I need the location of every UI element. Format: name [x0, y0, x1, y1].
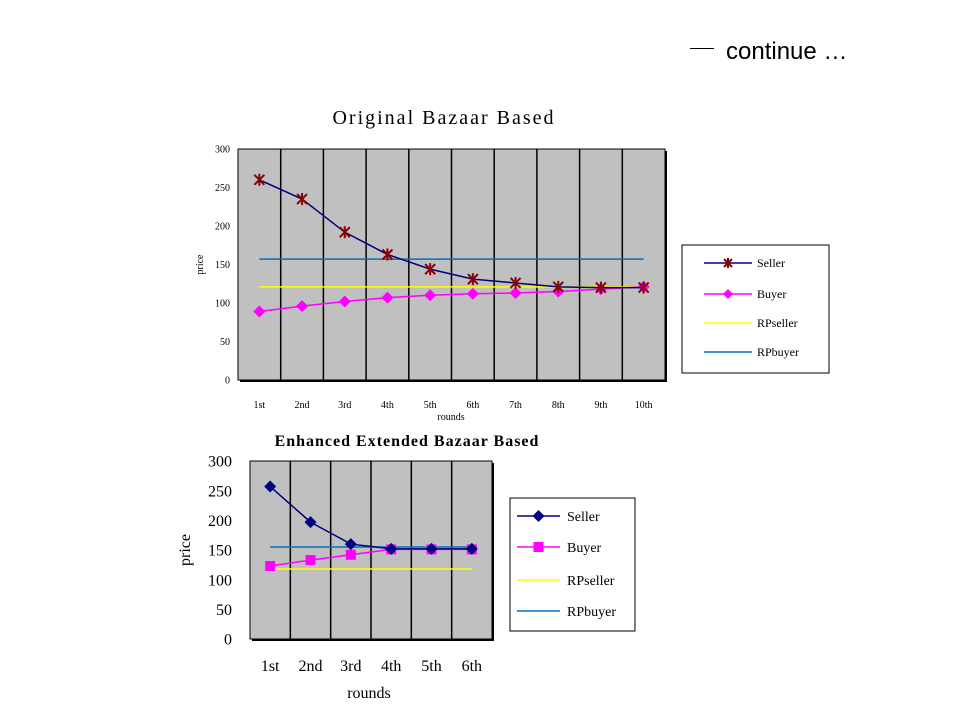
chart1-ytick-label: 50	[220, 337, 230, 348]
chart2-ytick-label: 50	[216, 602, 232, 619]
chart2-ytick-label: 100	[208, 572, 232, 589]
chart2-ytick-label: 200	[208, 513, 232, 530]
chart1-series-seller-point	[552, 280, 564, 293]
chart2-series-buyer-point	[345, 549, 356, 560]
chart2-ytick-label: 250	[208, 483, 232, 500]
chart2-ytick-label: 0	[224, 632, 232, 649]
chart1-legend-rpbuyer-label: RPbuyer	[757, 345, 799, 359]
chart1-ytick-label: 0	[225, 376, 230, 387]
chart2-series-buyer-point	[265, 561, 276, 572]
chart1-legend-seller-label: Seller	[757, 256, 785, 270]
chart2-xtick-label: 1st	[261, 658, 280, 675]
chart1-series-buyer-line	[259, 286, 644, 313]
chart2-series-seller-point	[264, 480, 277, 493]
chart2-legend-buyer-marker	[533, 542, 544, 552]
chart1-legend-box	[681, 244, 830, 374]
chart2-legend-rpbuyer-label: RPbuyer	[567, 605, 616, 620]
chart1-xtick-label: 1st	[254, 400, 266, 411]
chart2-xtick-label: 2nd	[299, 658, 323, 675]
chart2-ylabel: price	[177, 534, 194, 566]
chart2-series-buyer-point	[305, 555, 316, 566]
chart1-series-buyer-point	[509, 286, 522, 299]
chart1-ytick-label: 150	[215, 260, 230, 271]
chart2-series-seller-line	[269, 485, 472, 550]
chart1-xtick-label: 5th	[424, 400, 437, 411]
chart2-ytick-label: 150	[208, 543, 232, 560]
chart1-series-buyer-point	[424, 289, 437, 302]
chart2-xlabel: rounds	[347, 685, 391, 702]
chart2-xtick-label: 3rd	[340, 658, 361, 675]
chart1-series-seller-point	[339, 226, 351, 239]
chart1-series-seller-point	[381, 248, 394, 261]
chart2-xtick-label: 6th	[462, 658, 482, 675]
chart2-xtick-label: 4th	[381, 658, 401, 675]
chart1-series-seller-point	[595, 281, 607, 294]
chart1-series-seller-point	[253, 173, 266, 186]
chart1-legend-rpseller-label: RPseller	[757, 316, 798, 330]
chart1-xtick-label: 9th	[595, 400, 608, 411]
slide-header: continue …	[690, 38, 847, 66]
chart1-xtick-label: 8th	[552, 400, 565, 411]
chart1-ytick-label: 200	[215, 222, 230, 233]
chart2-ytick-label: 300	[208, 454, 232, 471]
chart1-series-seller-line	[259, 179, 644, 289]
header-text: continue …	[726, 38, 848, 65]
chart1-series-seller-point	[509, 276, 522, 289]
chart1-series-buyer-point	[466, 287, 479, 300]
chart1-xtick-label: 2nd	[295, 400, 310, 411]
chart1-series-buyer-point	[253, 305, 266, 318]
chart2-legend-seller-label: Seller	[567, 510, 600, 525]
chart2-series-seller-point	[425, 542, 438, 555]
header-dash-icon	[690, 48, 714, 50]
chart2-xtick-label: 5th	[421, 658, 441, 675]
chart1-series-buyer-point	[381, 291, 394, 304]
chart1-ytick-label: 300	[215, 145, 230, 156]
chart1-legend-buyer-marker	[723, 289, 733, 299]
chart1-series-buyer-point	[296, 300, 309, 313]
chart1-series-seller-point	[424, 263, 436, 276]
chart2-series-seller-point	[385, 542, 398, 555]
chart2-series-seller-point	[465, 542, 478, 555]
chart2-title: Enhanced Extended Bazaar Based	[275, 433, 540, 450]
chart1-xlabel: rounds	[437, 412, 464, 423]
chart1-ylabel: price	[195, 254, 206, 275]
chart1-title: Original Bazaar Based	[332, 107, 555, 129]
chart1-xtick-label: 7th	[509, 400, 522, 411]
chart1-xtick-label: 6th	[466, 400, 479, 411]
chart2-legend-buyer-label: Buyer	[567, 541, 602, 556]
chart1-series-seller-point	[637, 281, 650, 294]
chart2-legend-box	[509, 497, 636, 632]
chart2-legend-seller-marker	[532, 510, 545, 522]
chart1-ytick-label: 100	[215, 299, 230, 310]
chart1-series-seller-point	[296, 193, 308, 206]
chart1-ytick-label: 250	[215, 183, 230, 194]
chart1-xtick-label: 4th	[381, 400, 394, 411]
chart1-xtick-label: 3rd	[338, 400, 351, 411]
chart1-legend-buyer-label: Buyer	[757, 287, 786, 301]
chart1-series-buyer-point	[338, 295, 351, 308]
chart1-series-seller-point	[467, 273, 479, 286]
chart1-xtick-label: 10th	[635, 400, 653, 411]
chart1-legend-seller-marker	[723, 258, 733, 268]
chart2-legend-rpseller-label: RPseller	[567, 574, 615, 589]
chart2-series-seller-point	[304, 516, 317, 529]
chart2-series-seller-point	[344, 538, 357, 551]
